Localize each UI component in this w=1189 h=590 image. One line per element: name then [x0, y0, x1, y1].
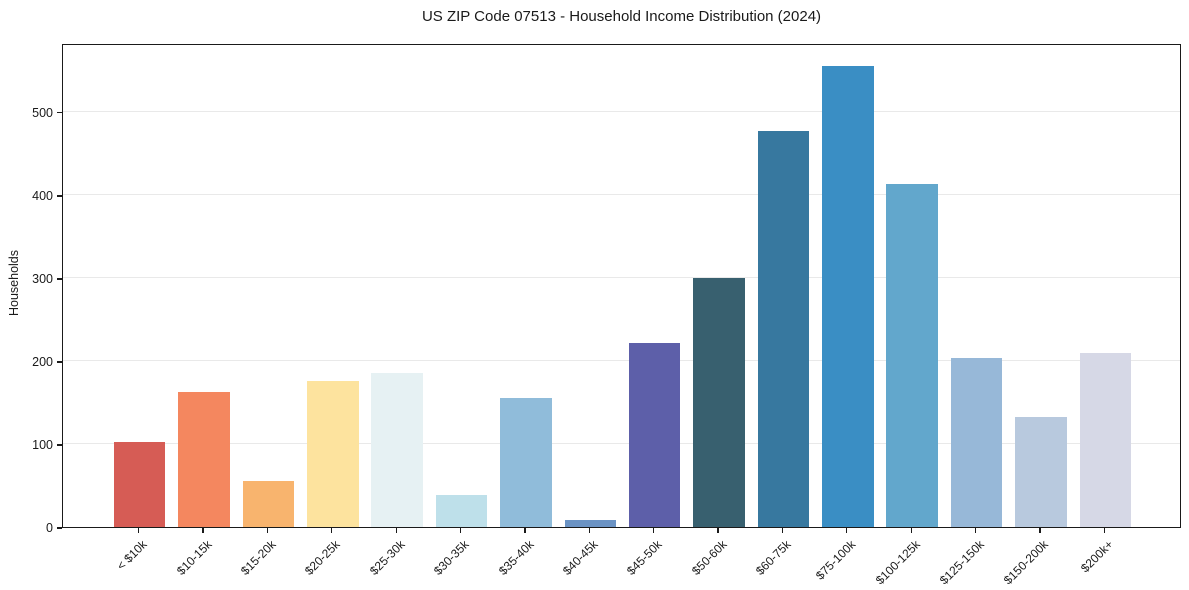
x-tick-mark — [910, 528, 912, 533]
x-tick-label: $60-75k — [753, 537, 794, 578]
bar-200k — [1079, 352, 1132, 527]
bar-10-15k — [178, 391, 230, 527]
bar-25-30k — [371, 373, 423, 527]
x-tick-mark — [781, 528, 784, 533]
gridline-y500 — [63, 110, 1180, 112]
bar-75-100k — [822, 66, 874, 527]
x-tick-label: < $10k — [114, 537, 150, 573]
plot-area — [62, 44, 1181, 528]
x-tick-label: $15-20k — [238, 537, 279, 578]
bar-10k — [113, 442, 166, 527]
x-tick-mark — [1039, 528, 1041, 533]
x-tick-mark — [331, 528, 333, 533]
bar-125-150k — [950, 357, 1003, 527]
bar-40-45k — [564, 520, 617, 527]
y-tick-mark — [57, 527, 62, 529]
x-tick-label: $10-15k — [173, 537, 215, 578]
bar-60-75k — [757, 131, 810, 527]
y-tick-label: 400 — [32, 188, 53, 203]
gridline-y100 — [63, 442, 1180, 444]
x-tick-mark — [1103, 528, 1105, 533]
bar-15-20k — [242, 481, 295, 527]
x-tick-label: $125-150k — [936, 537, 987, 588]
bar-30-35k — [435, 495, 488, 527]
x-tick-mark — [138, 528, 140, 533]
y-tick-label: 100 — [32, 437, 53, 452]
gridline-y200 — [63, 359, 1180, 361]
x-tick-label: $50-60k — [688, 537, 730, 578]
y-tick-label: 300 — [32, 271, 53, 286]
y-tick-mark — [57, 112, 62, 114]
x-tick-label: $35-40k — [495, 537, 537, 578]
x-tick-label: $75-100k — [812, 537, 859, 583]
x-tick-mark — [202, 528, 204, 533]
bar-150-200k — [1015, 416, 1067, 527]
bar-20-25k — [307, 380, 359, 527]
x-tick-label: $200k+ — [1077, 537, 1116, 576]
y-tick-label: 0 — [46, 521, 53, 535]
bar-100-125k — [886, 184, 938, 527]
x-tick-mark — [266, 528, 268, 533]
bar-35-40k — [500, 397, 552, 527]
bar-45-50k — [628, 342, 681, 527]
x-tick-label: $40-45k — [559, 537, 601, 578]
chart-title: US ZIP Code 07513 - Household Income Dis… — [421, 8, 822, 25]
y-tick-label: 200 — [32, 354, 53, 369]
x-tick-mark — [975, 528, 977, 533]
y-tick-mark — [57, 278, 62, 280]
x-tick-mark — [459, 528, 462, 533]
y-tick-mark — [57, 195, 62, 197]
gridline-y300 — [63, 276, 1180, 278]
x-tick-label: $150-200k — [1001, 537, 1052, 588]
x-tick-mark — [588, 528, 590, 533]
x-tick-label: $100-125k — [872, 537, 923, 588]
bar-50-60k — [693, 277, 745, 527]
x-tick-label: $30-35k — [431, 537, 472, 578]
y-tick-mark — [57, 444, 62, 446]
x-tick-label: $45-50k — [624, 537, 665, 578]
x-tick-label: $25-30k — [366, 537, 408, 578]
y-tick-label: 500 — [32, 105, 53, 120]
y-tick-mark — [57, 361, 62, 363]
x-tick-mark — [395, 528, 397, 533]
x-tick-label: $20-25k — [302, 537, 343, 578]
x-tick-mark — [653, 528, 655, 533]
x-tick-mark — [846, 528, 848, 533]
x-tick-mark — [717, 528, 719, 533]
gridline-y400 — [63, 193, 1180, 195]
x-tick-mark — [524, 528, 526, 533]
